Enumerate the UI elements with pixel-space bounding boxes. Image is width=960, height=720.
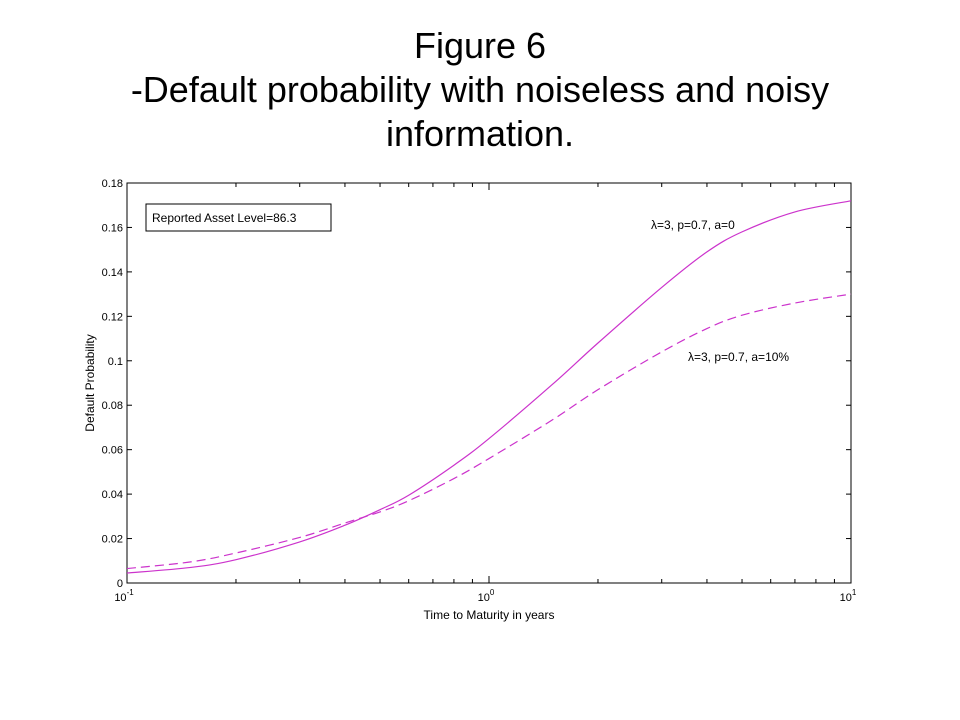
plot-area-frame bbox=[126, 182, 852, 584]
x-tick-label: 10-1 bbox=[114, 588, 134, 604]
x-tick-label: 101 bbox=[840, 588, 857, 604]
y-axis-label: Default Probability bbox=[83, 334, 97, 431]
slide-title-line-3: information. bbox=[385, 113, 575, 154]
series-label-noiseless: λ=3, p=0.7, a=0 bbox=[651, 218, 735, 232]
annotation-layer: Reported Asset Level=86.3 λ=3, p=0.7, a=0… bbox=[145, 203, 789, 364]
x-axis-label: Time to Maturity in years bbox=[424, 608, 555, 622]
axes-layer: 0 0.02 0.04 0.06 0.08 0.1 0.12 0.14 0.16 0.18 10-1… bbox=[83, 178, 857, 622]
y-tick-label: 0.06 bbox=[102, 445, 123, 457]
y-tick-label: 0.14 bbox=[102, 267, 123, 279]
y-tick-label: 0.18 bbox=[102, 178, 123, 190]
slide-title: Figure 6 -Default probability with noise… bbox=[0, 24, 960, 156]
annotation-box bbox=[145, 203, 332, 232]
x-tick-label: 100 bbox=[478, 588, 495, 604]
series-label-noisy: λ=3, p=0.7, a=10% bbox=[688, 350, 789, 364]
series-line-noisy bbox=[126, 293, 852, 570]
y-tick-label: 0.1 bbox=[108, 356, 123, 368]
y-tick-label: 0.08 bbox=[102, 400, 123, 412]
series-layer bbox=[126, 200, 852, 574]
slide-title-line-1: Figure 6 bbox=[413, 25, 547, 66]
series-line-noiseless bbox=[126, 200, 852, 574]
y-tick-label: 0 bbox=[117, 578, 123, 590]
annotation-box-text: Reported Asset Level=86.3 bbox=[152, 211, 297, 225]
y-tick-label: 0.16 bbox=[102, 222, 123, 234]
y-tick-label: 0.04 bbox=[102, 489, 123, 501]
y-tick-label: 0.12 bbox=[102, 311, 123, 323]
slide-title-line-2: -Default probability with noiseless and … bbox=[130, 69, 830, 110]
y-tick-label: 0.02 bbox=[102, 534, 123, 546]
